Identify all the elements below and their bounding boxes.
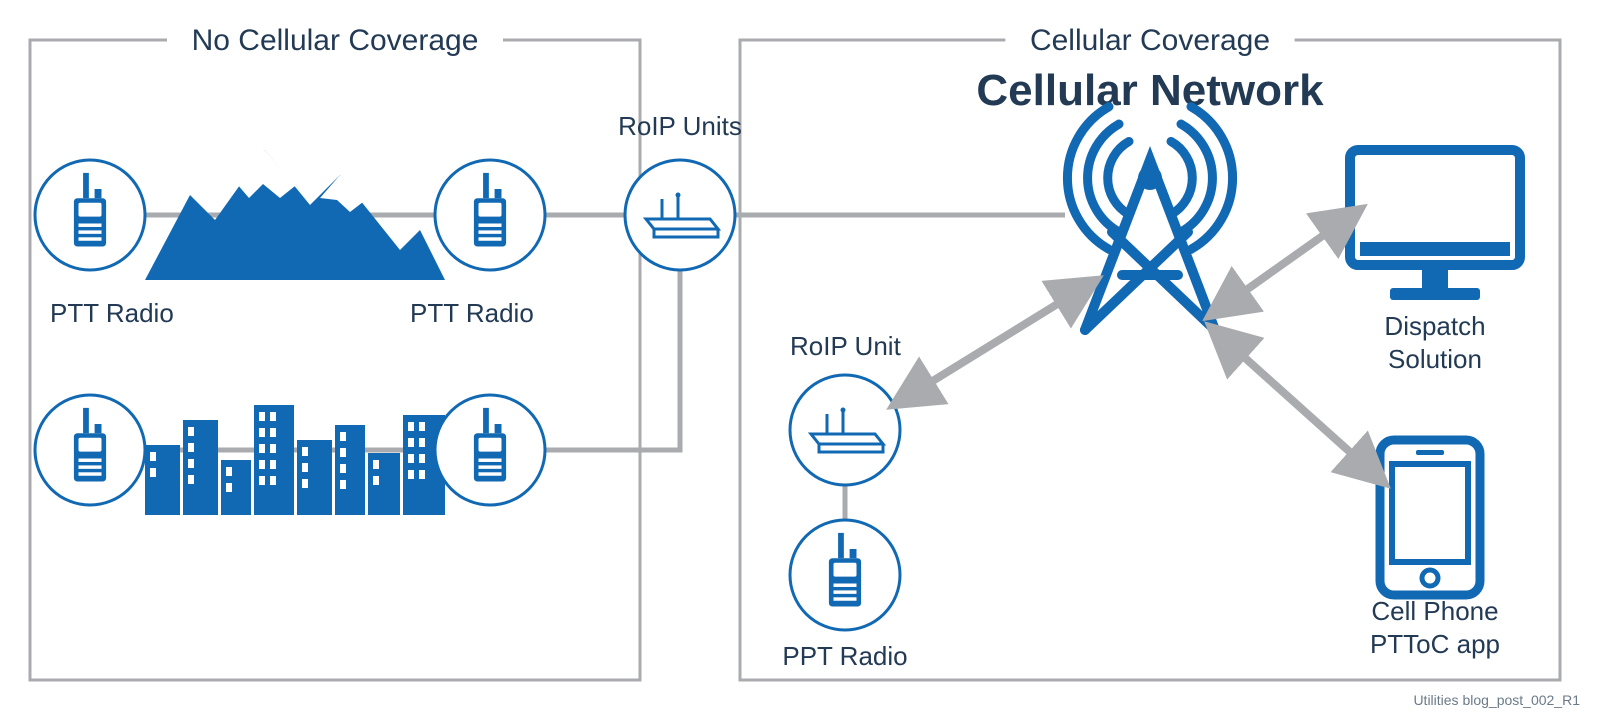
monitor-icon [1350,150,1520,300]
double-arrow [1225,340,1370,470]
monitor-label: Solution [1388,344,1482,374]
monitor-label: Dispatch [1384,311,1485,341]
box-no-coverage [30,40,640,680]
phone-label: PTToC app [1370,629,1500,659]
roip-node [625,160,735,270]
cell-tower-icon [1067,107,1232,330]
main-title: Cellular Network [976,66,1324,115]
double-arrow [910,290,1080,395]
city-icon [145,405,445,515]
box-title: Cellular Coverage [1030,24,1270,57]
connector [545,270,680,450]
footnote: Utilities blog_post_002_R1 [1413,692,1580,708]
node-label: PPT Radio [782,641,907,671]
node-label: PTT Radio [50,298,174,328]
double-arrow [1225,220,1345,305]
node-label: RoIP Unit [790,331,902,361]
phone-label: Cell Phone [1371,596,1498,626]
roip-node [790,375,900,485]
node-label: PTT Radio [410,298,534,328]
box-title: No Cellular Coverage [192,24,479,57]
node-label: RoIP Units [618,111,742,141]
phone-icon [1380,440,1480,595]
